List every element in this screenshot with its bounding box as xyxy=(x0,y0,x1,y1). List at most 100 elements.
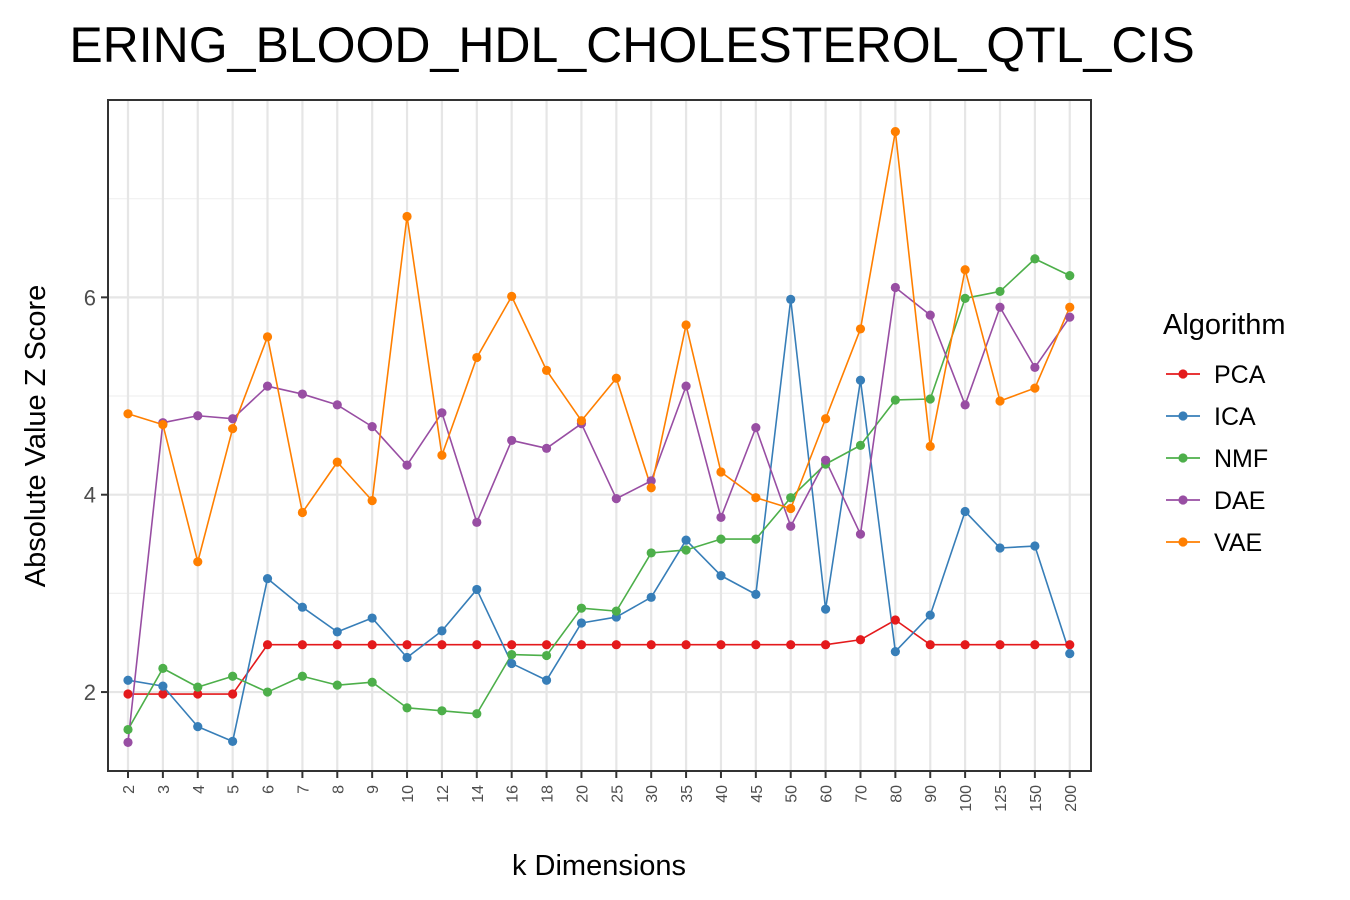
data-point-pca xyxy=(1065,640,1075,650)
data-point-ica xyxy=(158,681,168,691)
data-point-nmf xyxy=(855,440,866,450)
data-point-nmf xyxy=(890,395,900,405)
data-point-ica xyxy=(402,652,412,663)
data-point-vae xyxy=(297,507,307,518)
data-point-nmf xyxy=(751,534,761,544)
x-tick-label: 12 xyxy=(435,785,452,803)
x-tick-label: 70 xyxy=(853,785,870,803)
data-point-vae xyxy=(611,373,621,383)
x-tick-label: 8 xyxy=(330,785,347,794)
data-point-nmf xyxy=(576,603,587,613)
data-point-vae xyxy=(681,320,691,330)
data-point-dae xyxy=(297,389,307,399)
data-point-ica xyxy=(960,506,970,517)
data-point-dae xyxy=(332,400,342,410)
data-point-nmf xyxy=(681,545,691,555)
legend-label-ica: ICA xyxy=(1214,403,1256,431)
data-point-dae xyxy=(925,310,935,320)
data-point-dae xyxy=(193,411,203,421)
data-point-dae xyxy=(995,302,1005,312)
x-tick-label: 2 xyxy=(121,785,138,794)
data-point-ica xyxy=(786,294,796,304)
data-point-pca xyxy=(297,640,307,650)
data-point-pca xyxy=(960,640,970,650)
y-tick-label: 4 xyxy=(84,483,96,508)
data-point-nmf xyxy=(786,493,796,503)
legend-label-vae: VAE xyxy=(1214,529,1262,557)
series-line-nmf xyxy=(127,258,1071,730)
data-point-ica xyxy=(472,584,482,595)
data-point-pca xyxy=(228,689,238,699)
data-point-ica xyxy=(297,602,307,612)
legend-key-point xyxy=(1178,369,1188,379)
x-tick-label: 60 xyxy=(819,785,836,803)
data-point-pca xyxy=(402,640,412,650)
data-point-dae xyxy=(611,494,621,504)
data-point-dae xyxy=(855,529,866,539)
x-tick-label: 50 xyxy=(784,785,801,803)
data-point-nmf xyxy=(193,682,203,692)
data-point-pca xyxy=(786,640,796,650)
data-point-vae xyxy=(716,467,726,477)
data-point-nmf xyxy=(995,286,1005,297)
data-point-ica xyxy=(751,589,761,599)
series-points xyxy=(123,126,1075,747)
data-point-vae xyxy=(786,503,796,514)
data-point-vae xyxy=(646,483,656,493)
chart-title: ERING_BLOOD_HDL_CHOLESTEROL_QTL_CIS xyxy=(69,17,1194,73)
x-tick-label: 4 xyxy=(191,785,208,794)
x-tick-label: 200 xyxy=(1063,785,1080,812)
legend-item-dae: DAE xyxy=(1166,487,1265,515)
legend-item-ica: ICA xyxy=(1166,403,1256,431)
data-point-pca xyxy=(751,640,761,650)
data-point-pca xyxy=(716,640,726,650)
data-point-ica xyxy=(123,675,133,685)
data-point-ica xyxy=(890,647,900,657)
x-tick-label: 18 xyxy=(540,785,557,803)
legend-item-pca: PCA xyxy=(1166,361,1266,389)
x-tick-label: 45 xyxy=(749,785,766,803)
x-tick-label: 30 xyxy=(644,785,661,803)
data-point-nmf xyxy=(611,606,621,616)
y-axis-label: Absolute Value Z Score xyxy=(20,285,52,588)
data-point-pca xyxy=(123,689,133,699)
data-point-nmf xyxy=(541,650,552,661)
data-point-pca xyxy=(437,640,447,650)
data-point-dae xyxy=(402,460,412,470)
data-point-ica xyxy=(507,658,517,669)
x-axis: 2 3 4 5 6 7 8 9 10 12 14 16 18 20 25 30 35 40 45 50 60 70 80 90… xyxy=(121,771,1080,812)
data-point-pca xyxy=(262,640,273,650)
data-point-nmf xyxy=(716,534,726,544)
x-tick-label: 35 xyxy=(679,785,696,803)
data-point-vae xyxy=(1030,383,1040,393)
data-point-vae xyxy=(576,416,587,426)
plot-panel xyxy=(108,100,1091,771)
data-point-dae xyxy=(507,435,517,446)
x-tick-label: 7 xyxy=(295,785,312,794)
legend-key-point xyxy=(1178,453,1188,463)
data-point-ica xyxy=(646,592,656,602)
data-point-dae xyxy=(1065,312,1075,322)
x-tick-label: 90 xyxy=(923,785,940,803)
data-point-pca xyxy=(1030,640,1040,650)
data-point-ica xyxy=(193,721,203,732)
y-tick-label: 2 xyxy=(84,680,96,705)
legend-items: PCA ICA NMF DAE VAE xyxy=(1166,361,1268,557)
data-point-ica xyxy=(541,675,552,685)
x-tick-label: 20 xyxy=(574,785,591,803)
data-point-vae xyxy=(437,450,447,460)
x-tick-label: 25 xyxy=(609,785,626,803)
data-point-dae xyxy=(472,517,482,527)
data-point-dae xyxy=(751,423,761,433)
data-point-pca xyxy=(890,615,900,625)
x-tick-label: 6 xyxy=(261,785,278,794)
y-tick-label: 6 xyxy=(84,285,96,310)
data-point-vae xyxy=(925,441,935,451)
data-point-nmf xyxy=(228,671,238,681)
data-point-ica xyxy=(681,535,691,545)
data-point-dae xyxy=(890,282,900,293)
x-tick-label: 40 xyxy=(714,785,731,803)
data-point-dae xyxy=(960,400,970,410)
x-tick-label: 16 xyxy=(505,785,522,803)
data-point-nmf xyxy=(402,703,412,713)
